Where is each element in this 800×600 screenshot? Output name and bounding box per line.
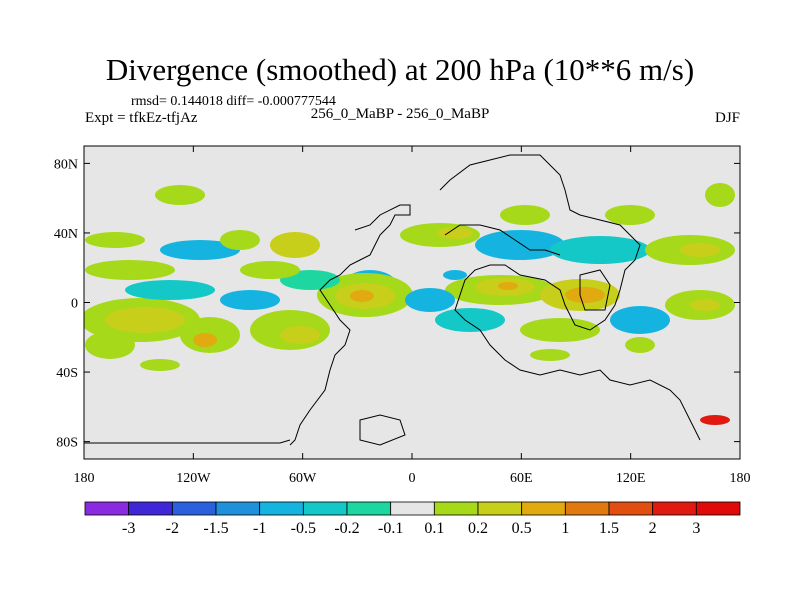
field-blob	[610, 306, 670, 334]
colorbar-swatch	[84, 501, 130, 516]
coastlines	[84, 154, 701, 446]
field-blob	[443, 270, 467, 280]
season-label: DJF	[714, 110, 740, 126]
field-blob	[85, 260, 175, 280]
field-blob	[193, 333, 217, 347]
chart-title: Divergence (smoothed) at 200 hPa (10**6 …	[105, 52, 695, 87]
colorbar-swatch	[171, 501, 217, 516]
stats-line: rmsd= 0.144018 diff= -0.000777544	[131, 94, 336, 109]
field-blob	[85, 331, 135, 359]
colorbar-swatch	[564, 501, 610, 516]
colorbar-label: -0.5	[291, 520, 316, 537]
colorbar-swatch	[346, 501, 392, 516]
colorbar-swatch	[521, 501, 566, 516]
colorbar-label: 3	[692, 520, 700, 537]
colorbar-swatch	[433, 501, 479, 516]
cases-label: 256_0_MaBP - 256_0_MaBP	[310, 106, 490, 122]
field-blob	[220, 290, 280, 310]
field-blob	[155, 185, 205, 205]
field-blob	[405, 288, 455, 312]
field-blob	[690, 299, 720, 311]
field-blob	[85, 232, 145, 248]
coastline-asia-inner	[579, 269, 611, 311]
field-blob	[437, 227, 473, 239]
colorbar-label: -0.1	[378, 520, 403, 537]
colorbar-swatch	[695, 501, 741, 516]
colorbar-label: 0.2	[468, 520, 488, 537]
longitude-axis: 180 120W 60W 0 60E 120E 180	[74, 146, 751, 486]
colorbar-label: 1.5	[599, 520, 619, 537]
field-blob	[140, 359, 180, 371]
colorbar-label: 1	[561, 520, 569, 537]
field-blob	[700, 415, 730, 425]
field-blob	[280, 326, 320, 344]
field-blob	[498, 282, 518, 290]
divergence-field	[84, 183, 735, 425]
field-blob	[270, 232, 320, 258]
lon-tick-label: 60E	[510, 471, 533, 486]
lon-tick-label: 60W	[289, 471, 317, 486]
coastline-antarctica	[359, 414, 406, 446]
field-blob	[520, 318, 600, 342]
field-blob	[435, 308, 505, 332]
colorbar-label: -1.5	[203, 520, 228, 537]
lat-tick-label: 40S	[56, 366, 78, 381]
colorbar-swatch	[128, 501, 173, 516]
experiment-label: Expt = tfkEz-tfjAz	[85, 110, 198, 126]
field-blob	[625, 337, 655, 353]
colorbar-swatch	[608, 501, 654, 516]
field-blob	[125, 280, 215, 300]
field-blob	[565, 287, 605, 303]
lon-tick-label: 120W	[176, 471, 211, 486]
coastline-antarctic-edge	[84, 439, 291, 444]
field-blob	[705, 183, 735, 207]
colorbar-swatch	[652, 501, 697, 516]
field-blob	[500, 205, 550, 225]
latitude-axis: 80N 40N 0 40S 80S	[54, 157, 740, 451]
colorbar-label: -3	[122, 520, 135, 537]
colorbar-label: 0.1	[424, 520, 444, 537]
colorbar-label: -2	[166, 520, 179, 537]
colorbar-swatch	[215, 501, 261, 516]
lon-tick-label: 0	[409, 471, 416, 486]
field-blob	[475, 230, 565, 260]
field-blob	[220, 230, 260, 250]
colorbar-swatch	[477, 501, 523, 516]
field-blob	[530, 349, 570, 361]
colorbar-label: -0.2	[334, 520, 359, 537]
lat-tick-label: 40N	[54, 227, 78, 242]
lat-tick-label: 80S	[56, 436, 78, 451]
colorbar-swatch	[302, 501, 348, 516]
lat-tick-label: 80N	[54, 157, 78, 172]
field-blob	[680, 243, 720, 257]
field-blob	[605, 205, 655, 225]
field-blob	[550, 236, 650, 264]
field-blob	[240, 261, 300, 279]
field-blob	[160, 240, 240, 260]
coastline-europe	[444, 224, 561, 256]
colorbar-swatch	[259, 501, 304, 516]
field-blob	[350, 290, 374, 302]
lon-tick-label: 180	[730, 471, 751, 486]
lon-tick-label: 120E	[616, 471, 646, 486]
colorbar-label: 2	[649, 520, 657, 537]
field-blob	[105, 307, 185, 333]
lat-tick-label: 0	[71, 297, 78, 312]
lon-tick-label: 180	[74, 471, 95, 486]
colorbar: -3 -2 -1.5 -1 -0.5 -0.2 -0.1 0.1 0.2 0.5 1 1.5 2 3	[84, 501, 741, 537]
coastline-africa-eurasia	[439, 154, 701, 441]
colorbar-label: 0.5	[512, 520, 532, 537]
colorbar-label: -1	[253, 520, 266, 537]
colorbar-swatch	[390, 501, 435, 516]
coastline-americas	[289, 204, 411, 446]
